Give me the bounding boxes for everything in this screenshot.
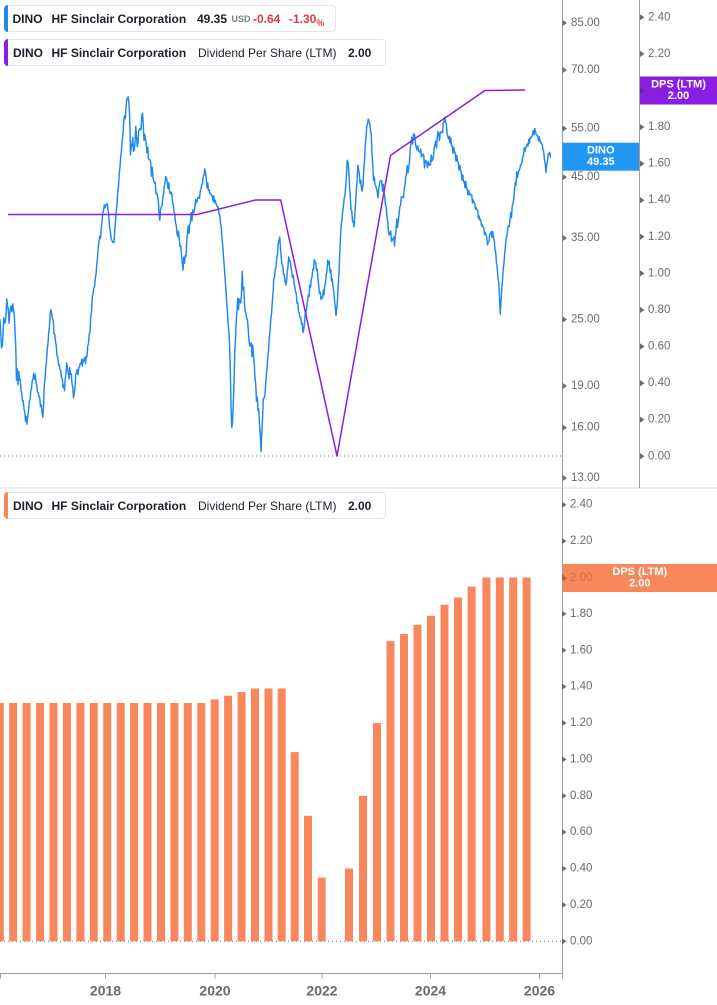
svg-text:0.60: 0.60 [570, 826, 592, 838]
svg-text:19.00: 19.00 [571, 380, 600, 392]
svg-text:2.00: 2.00 [668, 90, 689, 102]
svg-text:49.35: 49.35 [587, 156, 615, 168]
svg-text:DPS (LTM): DPS (LTM) [612, 566, 667, 578]
svg-text:1.60: 1.60 [570, 644, 592, 656]
svg-text:55.00: 55.00 [571, 123, 600, 135]
svg-text:DPS (LTM): DPS (LTM) [651, 78, 706, 90]
svg-text:0.00: 0.00 [570, 935, 592, 947]
svg-text:13.00: 13.00 [571, 472, 600, 484]
svg-text:2022: 2022 [306, 983, 337, 999]
svg-text:0.80: 0.80 [570, 790, 592, 802]
svg-text:0.40: 0.40 [648, 377, 670, 389]
svg-text:0.00: 0.00 [648, 450, 670, 462]
svg-text:1.80: 1.80 [570, 608, 592, 620]
svg-text:2.00: 2.00 [629, 577, 650, 589]
svg-text:2.00: 2.00 [570, 572, 592, 584]
svg-text:85.00: 85.00 [571, 17, 600, 29]
svg-text:0.20: 0.20 [648, 414, 670, 426]
svg-text:0.80: 0.80 [648, 304, 670, 316]
svg-text:1.40: 1.40 [648, 194, 670, 206]
svg-text:25.00: 25.00 [571, 314, 600, 326]
svg-text:2.20: 2.20 [570, 535, 592, 547]
svg-text:1.00: 1.00 [648, 267, 670, 279]
svg-text:0.60: 0.60 [648, 341, 670, 353]
svg-text:2024: 2024 [415, 983, 446, 999]
svg-text:1.00: 1.00 [570, 753, 592, 765]
svg-text:2.40: 2.40 [570, 499, 592, 511]
svg-text:0.20: 0.20 [570, 899, 592, 911]
svg-text:2.20: 2.20 [648, 48, 670, 60]
svg-text:2026: 2026 [524, 983, 555, 999]
svg-text:70.00: 70.00 [571, 64, 600, 76]
svg-text:2020: 2020 [199, 983, 230, 999]
svg-text:1.20: 1.20 [648, 231, 670, 243]
svg-text:16.00: 16.00 [571, 422, 600, 434]
svg-text:1.20: 1.20 [570, 717, 592, 729]
svg-text:35.00: 35.00 [571, 232, 600, 244]
svg-text:DINO: DINO [587, 145, 615, 157]
svg-text:1.60: 1.60 [648, 158, 670, 170]
svg-text:0.40: 0.40 [570, 863, 592, 875]
svg-text:1.80: 1.80 [648, 121, 670, 133]
svg-text:1.40: 1.40 [570, 681, 592, 693]
svg-text:2018: 2018 [90, 983, 121, 999]
svg-text:2.00: 2.00 [648, 85, 670, 97]
svg-text:45.00: 45.00 [571, 171, 600, 183]
svg-text:2.40: 2.40 [648, 11, 670, 23]
